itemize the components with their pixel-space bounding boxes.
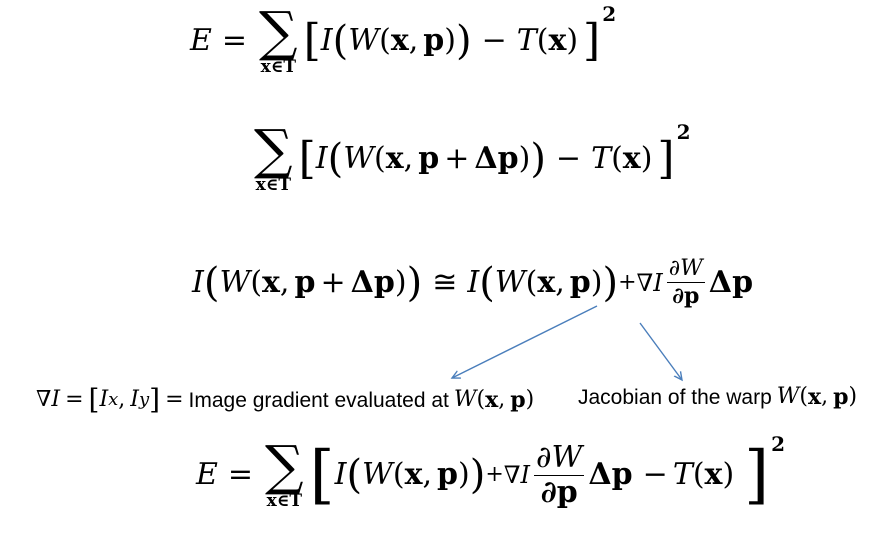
gradient-symbol: ∇I: [636, 268, 663, 297]
fraction-numerator: ∂W: [666, 256, 705, 283]
x-vector: x: [385, 141, 404, 177]
image-symbol: I: [320, 23, 333, 59]
fraction-numerator: ∂W: [534, 439, 585, 476]
energy-symbol: E: [190, 23, 212, 59]
square-exponent: 2: [676, 120, 691, 144]
p-vector: p: [510, 387, 526, 413]
summation-index: x∈T: [260, 57, 297, 78]
equation-linearized-error: E = ∑ x∈T [ I ( W(x, p) ) + ∇I ∂W ∂p Δp −…: [196, 432, 786, 513]
gradient-description: Image gradient evaluated at: [188, 388, 449, 412]
image-symbol: I: [315, 141, 328, 177]
equals-sign: =: [165, 387, 184, 412]
x-vector: x: [622, 141, 641, 177]
x-vector: x: [485, 387, 499, 413]
comma: ,: [422, 457, 433, 493]
warp-symbol: W: [776, 384, 800, 409]
p-vector: p: [437, 457, 459, 493]
arrow-to-gradient: [452, 305, 598, 378]
equation-error-function: E = ∑ x∈T [ I ( W(x, p) ) − T(x) ] 2: [190, 0, 617, 78]
p-vector: p: [423, 23, 445, 59]
equation-taylor-expansion: I ( W(x, p + Δp) ) ≅ I ( W(x, p) ) + ∇I ∂W ∂…: [192, 256, 754, 309]
sigma-symbol: ∑: [265, 434, 304, 497]
equals-sign: =: [227, 457, 254, 493]
warp-symbol: W: [348, 23, 380, 59]
warp-symbol: W: [343, 141, 375, 177]
template-symbol: T: [591, 141, 612, 177]
iy-symbol: I: [130, 387, 139, 412]
summation: ∑ x∈T: [254, 118, 293, 196]
template-symbol: T: [516, 23, 537, 59]
x-vector: x: [808, 384, 822, 410]
ix-subscript: x: [108, 389, 119, 410]
comma: ,: [279, 264, 290, 300]
warp-symbol: W: [494, 264, 526, 300]
x-vector: x: [404, 457, 423, 493]
energy-symbol: E: [196, 457, 218, 493]
plus-sign: +: [485, 462, 504, 488]
image-symbol: I: [334, 457, 347, 493]
minus-sign: −: [642, 457, 668, 493]
jacobian-description: Jacobian of the warp: [578, 385, 772, 409]
fraction-denominator: ∂p: [672, 283, 700, 309]
square-exponent: 2: [602, 2, 617, 26]
arrow-to-jacobian: [639, 322, 682, 380]
delta-p: Δp: [708, 264, 754, 300]
approx-sign: ≅: [432, 264, 458, 300]
equals-sign: =: [221, 23, 248, 59]
plus-sign: +: [618, 269, 637, 295]
x-vector: x: [537, 264, 556, 300]
image-symbol: I: [192, 264, 204, 300]
ix-symbol: I: [99, 387, 109, 412]
equation-incremental-error: ∑ x∈T [ I ( W(x, p + Δp) ) − T(x) ] 2: [254, 118, 691, 196]
x-vector: x: [548, 23, 567, 59]
summation: ∑ x∈T: [259, 0, 298, 78]
p-vector: p: [418, 141, 440, 177]
delta-p: Δp: [588, 457, 633, 493]
jacobian-fraction: ∂W ∂p: [534, 439, 585, 510]
comma: ,: [498, 387, 506, 412]
x-vector: x: [262, 264, 280, 300]
plus-sign: +: [444, 141, 470, 177]
warp-symbol: W: [219, 264, 251, 300]
comma: ,: [408, 23, 419, 59]
comma: ,: [403, 141, 414, 177]
jacobian-fraction: ∂W ∂p: [666, 256, 705, 309]
warp-symbol: W: [362, 457, 393, 493]
fraction-denominator: ∂p: [540, 474, 578, 510]
summation-index: x∈T: [255, 175, 291, 196]
gradient-symbol: ∇I: [503, 461, 531, 490]
minus-sign: −: [481, 23, 507, 59]
sigma-symbol: ∑: [259, 0, 298, 63]
image-symbol: I: [467, 264, 480, 300]
jacobian-annotation: Jacobian of the warp W(x, p): [578, 384, 858, 410]
comma: ,: [821, 384, 829, 409]
equals-sign: =: [65, 387, 84, 412]
warp-symbol: W: [453, 387, 477, 412]
summation: ∑ x∈T: [265, 434, 304, 512]
iy-subscript: y: [139, 389, 150, 410]
square-exponent: 2: [771, 432, 786, 456]
gradient-symbol: ∇I: [36, 387, 61, 412]
plus-sign: +: [320, 264, 346, 300]
x-vector: x: [704, 457, 723, 493]
minus-sign: −: [555, 141, 582, 177]
delta-p: Δp: [350, 264, 395, 300]
summation-index: x∈T: [266, 491, 303, 512]
delta-p: Δp: [474, 141, 519, 177]
p-vector: p: [569, 264, 591, 300]
x-vector: x: [390, 23, 409, 59]
sigma-symbol: ∑: [254, 118, 293, 181]
p-vector: p: [294, 264, 316, 300]
p-vector: p: [833, 384, 849, 410]
template-symbol: T: [672, 457, 693, 493]
